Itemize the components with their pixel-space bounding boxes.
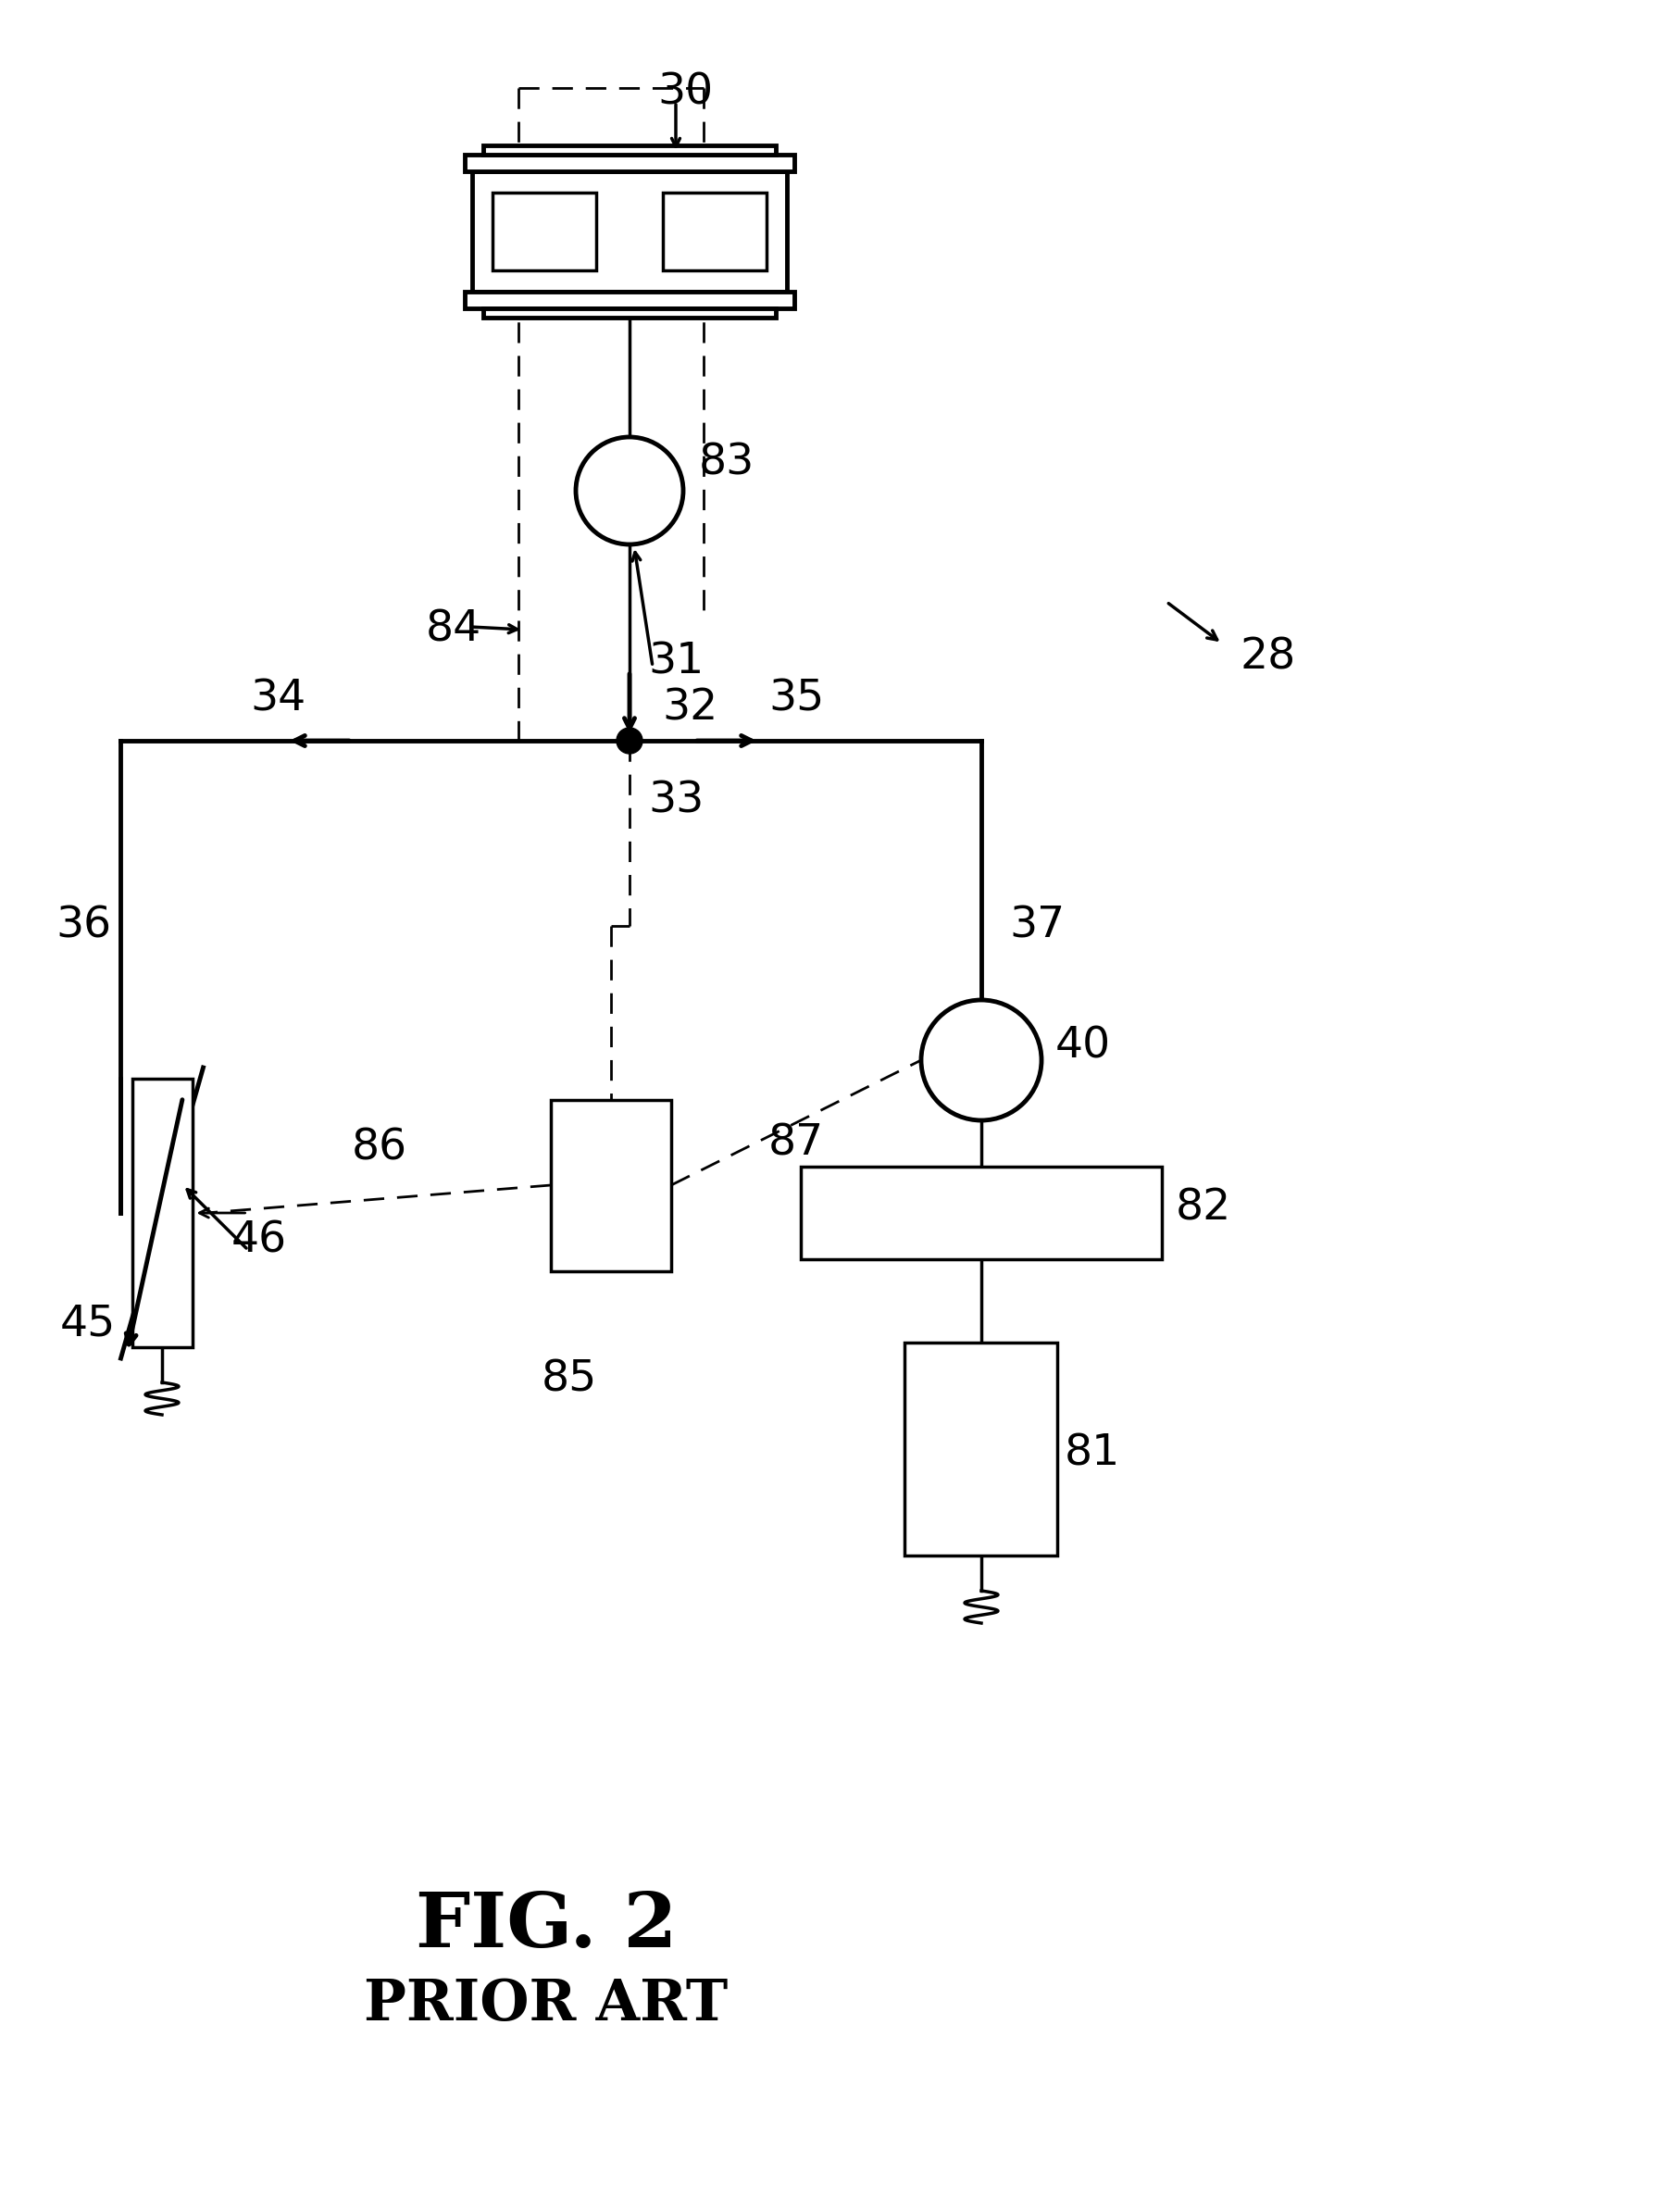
Text: 32: 32	[662, 688, 717, 730]
Text: 46: 46	[231, 1219, 287, 1261]
Bar	[483, 146, 775, 155]
Text: 82: 82	[1175, 1188, 1232, 1230]
Text: 40: 40	[1054, 1026, 1111, 1066]
Text: 31: 31	[648, 641, 703, 684]
Bar	[132, 1079, 192, 1347]
Bar	[465, 155, 794, 170]
Bar	[662, 192, 765, 270]
Text: 87: 87	[769, 1124, 824, 1164]
Circle shape	[617, 728, 642, 754]
Bar	[904, 1343, 1058, 1555]
Text: PRIOR ART: PRIOR ART	[364, 1978, 729, 2033]
Bar	[550, 1099, 670, 1272]
Bar	[493, 192, 597, 270]
Text: 34: 34	[251, 679, 306, 719]
Text: 28: 28	[1240, 637, 1295, 679]
Text: 84: 84	[426, 608, 481, 650]
Circle shape	[921, 1000, 1041, 1119]
Text: 33: 33	[648, 781, 703, 821]
Text: 45: 45	[60, 1303, 115, 1345]
Text: 83: 83	[698, 442, 754, 484]
Text: 37: 37	[1009, 905, 1064, 947]
Bar	[471, 170, 787, 292]
Text: 81: 81	[1064, 1433, 1120, 1475]
Bar	[465, 292, 794, 307]
Text: 85: 85	[541, 1358, 597, 1400]
Bar	[800, 1166, 1161, 1259]
Text: 30: 30	[657, 71, 712, 113]
Text: 86: 86	[351, 1128, 408, 1168]
Text: FIG. 2: FIG. 2	[414, 1889, 677, 1962]
Text: 36: 36	[55, 905, 112, 947]
Bar	[483, 307, 775, 319]
Text: 35: 35	[769, 679, 824, 719]
Circle shape	[575, 438, 683, 544]
